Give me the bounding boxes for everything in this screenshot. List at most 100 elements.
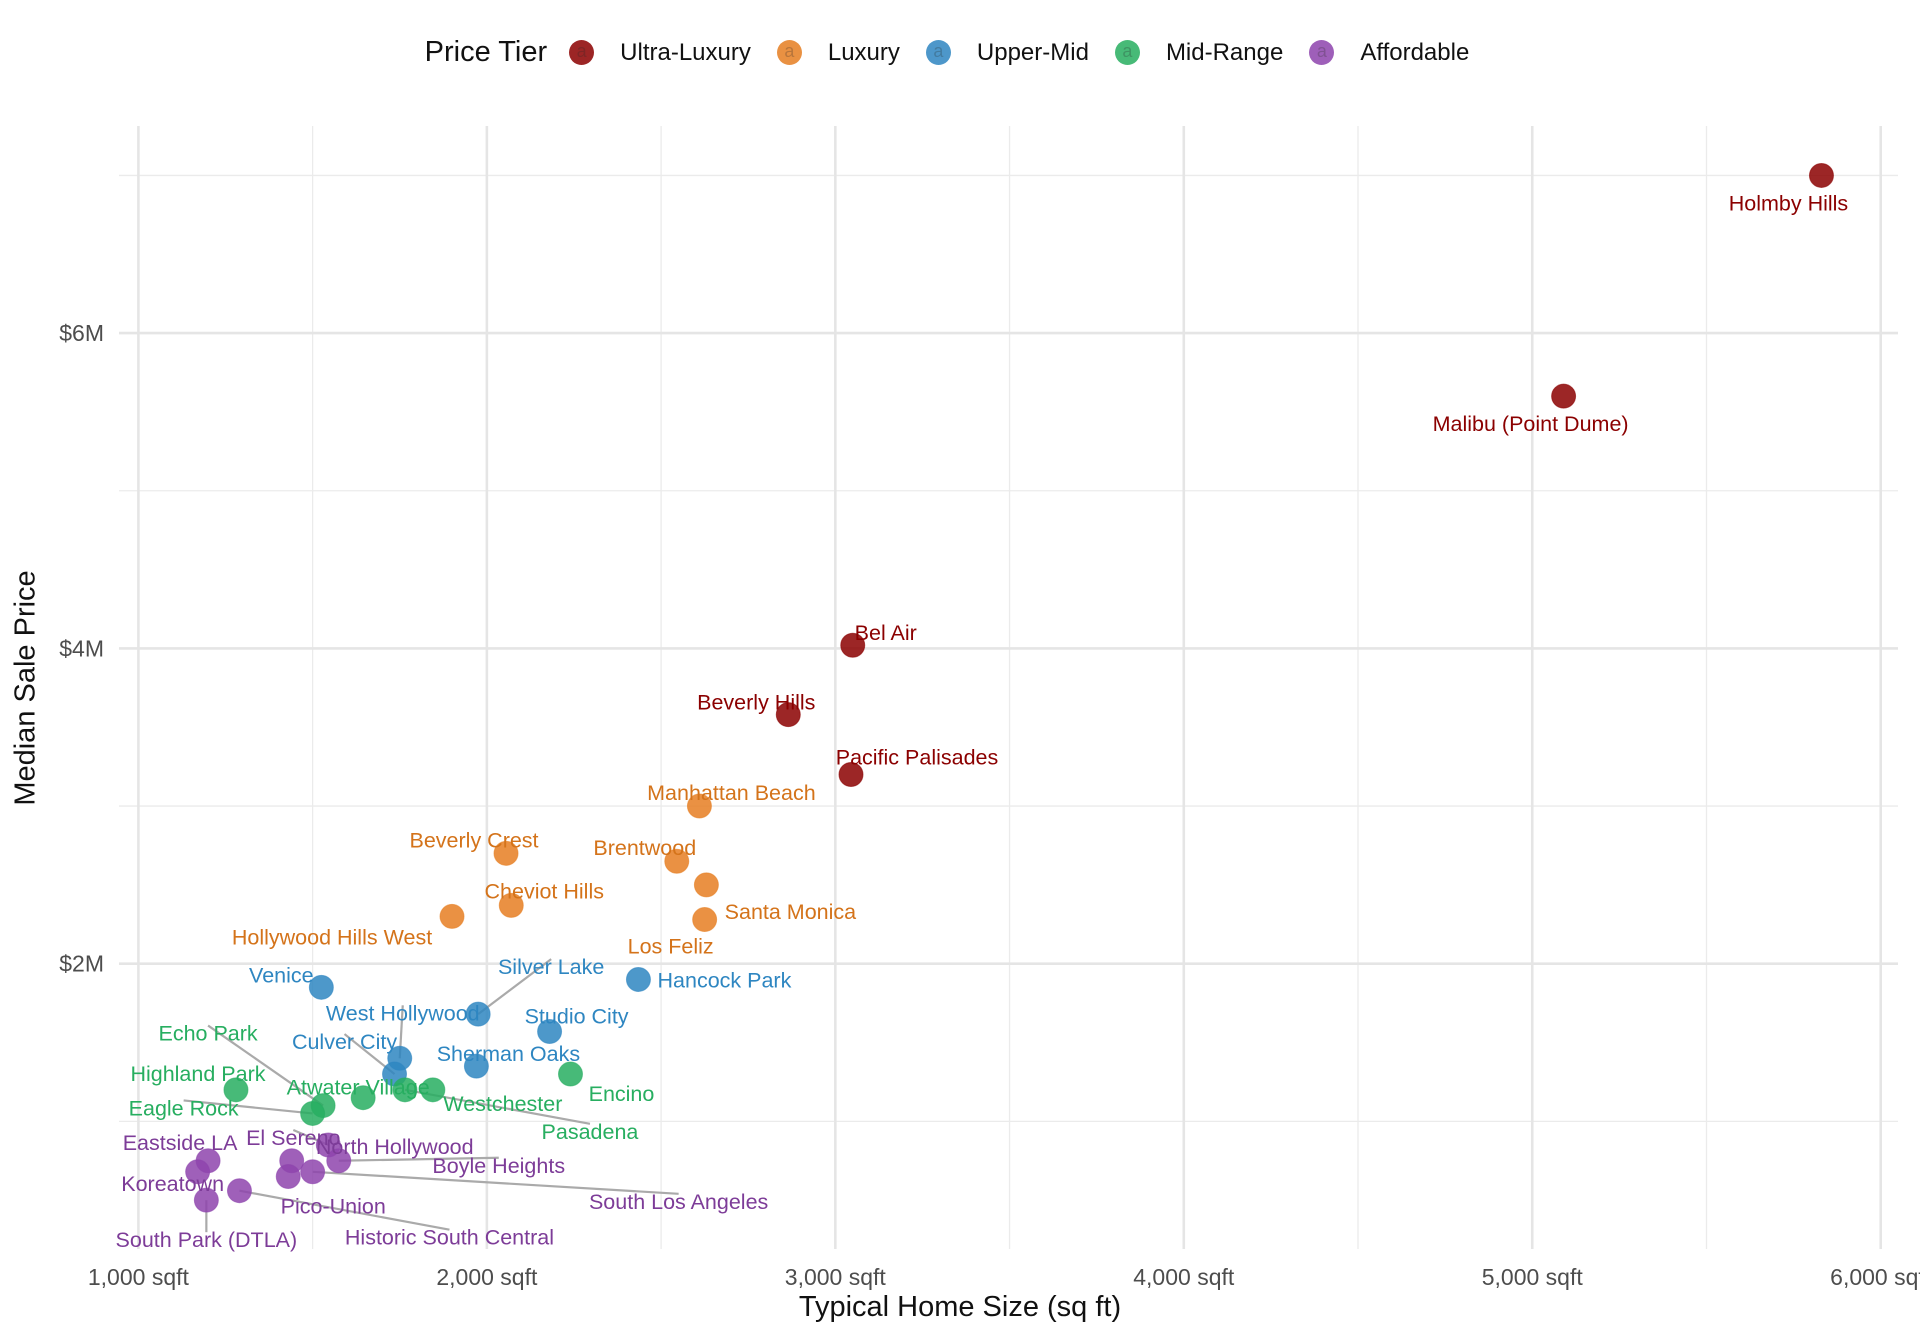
data-label: Pico-Union — [281, 1195, 386, 1219]
data-label: El Sereno — [246, 1126, 340, 1150]
leader-line — [312, 1170, 679, 1195]
legend-title: Price Tier — [424, 36, 548, 68]
data-label: Pacific Palisades — [836, 746, 999, 770]
legend-key-icon: a — [925, 40, 951, 65]
data-label: Eagle Rock — [129, 1096, 239, 1120]
data-label: Hancock Park — [658, 968, 792, 992]
data-label: Sherman Oaks — [437, 1042, 580, 1066]
legend-key-icon: a — [1309, 40, 1335, 65]
data-label: Brentwood — [593, 836, 696, 860]
data-label: Beverly Hills — [697, 691, 815, 715]
x-tick-label: 2,000 sqft — [436, 1264, 538, 1290]
data-point — [275, 1164, 301, 1190]
x-tick-label: 6,000 sqft — [1830, 1264, 1920, 1290]
data-label: Highland Park — [130, 1062, 265, 1086]
data-label: Manhattan Beach — [647, 781, 816, 805]
legend-key-icon: a — [1114, 40, 1140, 65]
legend-item: a Ultra-Luxury — [569, 39, 751, 67]
data-point — [185, 1159, 211, 1185]
data-label: Historic South Central — [345, 1226, 554, 1250]
leader-line — [477, 958, 552, 1016]
data-point — [193, 1187, 219, 1213]
data-point — [664, 848, 690, 874]
legend-label: Affordable — [1360, 38, 1470, 66]
data-label: Los Feliz — [628, 935, 714, 959]
data-label: Culver City — [292, 1030, 397, 1054]
data-point — [326, 1148, 352, 1174]
data-label: North Hollywood — [316, 1135, 474, 1159]
legend-item: a Affordable — [1309, 39, 1469, 67]
legend-item: a Upper-Mid — [925, 38, 1089, 67]
x-tick-label: 1,000 sqft — [88, 1264, 190, 1290]
data-point — [498, 892, 524, 918]
x-tick-label: 3,000 sqft — [785, 1264, 887, 1290]
y-tick-label: $2M — [59, 951, 104, 977]
data-label: Malibu (Point Dume) — [1433, 412, 1629, 436]
data-point — [465, 1001, 491, 1027]
legend: Price Tier a Ultra-Luxury a Luxury a Upper-Mi… — [0, 36, 1920, 69]
legend-key-icon: a — [776, 40, 802, 65]
data-labels: Holmby Hills Malibu (Point Dume) Bel Air Be… — [116, 191, 1849, 1252]
data-point — [439, 903, 465, 929]
data-point — [693, 872, 719, 898]
x-axis-title: Typical Home Size (sq ft) — [798, 1291, 1122, 1323]
data-point — [300, 1100, 326, 1126]
legend-item: a Luxury — [776, 38, 900, 67]
legend-item: a Mid-Range — [1114, 38, 1284, 67]
data-point — [686, 793, 712, 819]
data-point — [840, 632, 866, 658]
data-label: Atwater Village — [287, 1076, 430, 1100]
data-points — [185, 162, 1834, 1213]
data-point — [1808, 162, 1834, 188]
data-point — [226, 1178, 252, 1204]
data-label: Silver Lake — [498, 955, 604, 979]
data-point — [625, 966, 651, 992]
legend-key-icon: a — [569, 40, 595, 65]
data-label: Koreatown — [121, 1172, 224, 1196]
data-label: Bel Air — [855, 621, 917, 645]
data-label: South Los Angeles — [589, 1190, 768, 1214]
legend-label: Ultra-Luxury — [620, 38, 751, 66]
data-label: Boyle Heights — [432, 1154, 565, 1178]
y-axis-ticks: $2M $4M $6M — [59, 320, 104, 977]
data-label: Beverly Crest — [410, 828, 539, 852]
data-label: Holmby Hills — [1729, 191, 1848, 215]
data-point — [1551, 383, 1577, 409]
data-point — [392, 1077, 418, 1103]
data-point — [537, 1018, 563, 1044]
x-tick-label: 5,000 sqft — [1482, 1264, 1584, 1290]
data-label: West Hollywood — [326, 1001, 480, 1025]
data-point — [350, 1085, 376, 1111]
y-axis-title: Median Sale Price — [9, 570, 42, 806]
data-label: South Park (DTLA) — [116, 1228, 298, 1252]
data-label: Santa Monica — [725, 900, 857, 924]
data-label: Westchester — [443, 1092, 562, 1116]
data-label: Encino — [589, 1082, 655, 1106]
data-label: Studio City — [525, 1004, 629, 1028]
data-point — [692, 907, 718, 933]
data-label: Eastside LA — [123, 1131, 238, 1155]
y-tick-label: $6M — [59, 320, 104, 346]
data-point — [493, 840, 519, 866]
data-point — [420, 1077, 446, 1103]
leader-line — [207, 1024, 324, 1107]
data-label: Echo Park — [158, 1022, 257, 1046]
label-leader-lines — [183, 958, 679, 1233]
legend-label: Luxury — [827, 38, 900, 66]
leader-line — [183, 1099, 313, 1115]
data-point — [838, 762, 864, 788]
legend-label: Mid-Range — [1165, 38, 1284, 66]
data-label: Pasadena — [542, 1120, 639, 1144]
data-label: Hollywood Hills West — [232, 925, 432, 949]
data-point — [223, 1077, 249, 1103]
data-point — [775, 702, 801, 728]
data-point — [557, 1061, 583, 1087]
x-axis-ticks: 1,000 sqft 2,000 sqft 3,000 sqft 4,000 sqft… — [88, 1264, 1920, 1290]
gridlines — [119, 126, 1898, 1249]
leader-line — [338, 1156, 499, 1162]
data-point — [300, 1159, 326, 1185]
legend-label: Upper-Mid — [976, 38, 1089, 66]
y-tick-label: $4M — [59, 635, 104, 661]
data-point — [463, 1053, 489, 1079]
